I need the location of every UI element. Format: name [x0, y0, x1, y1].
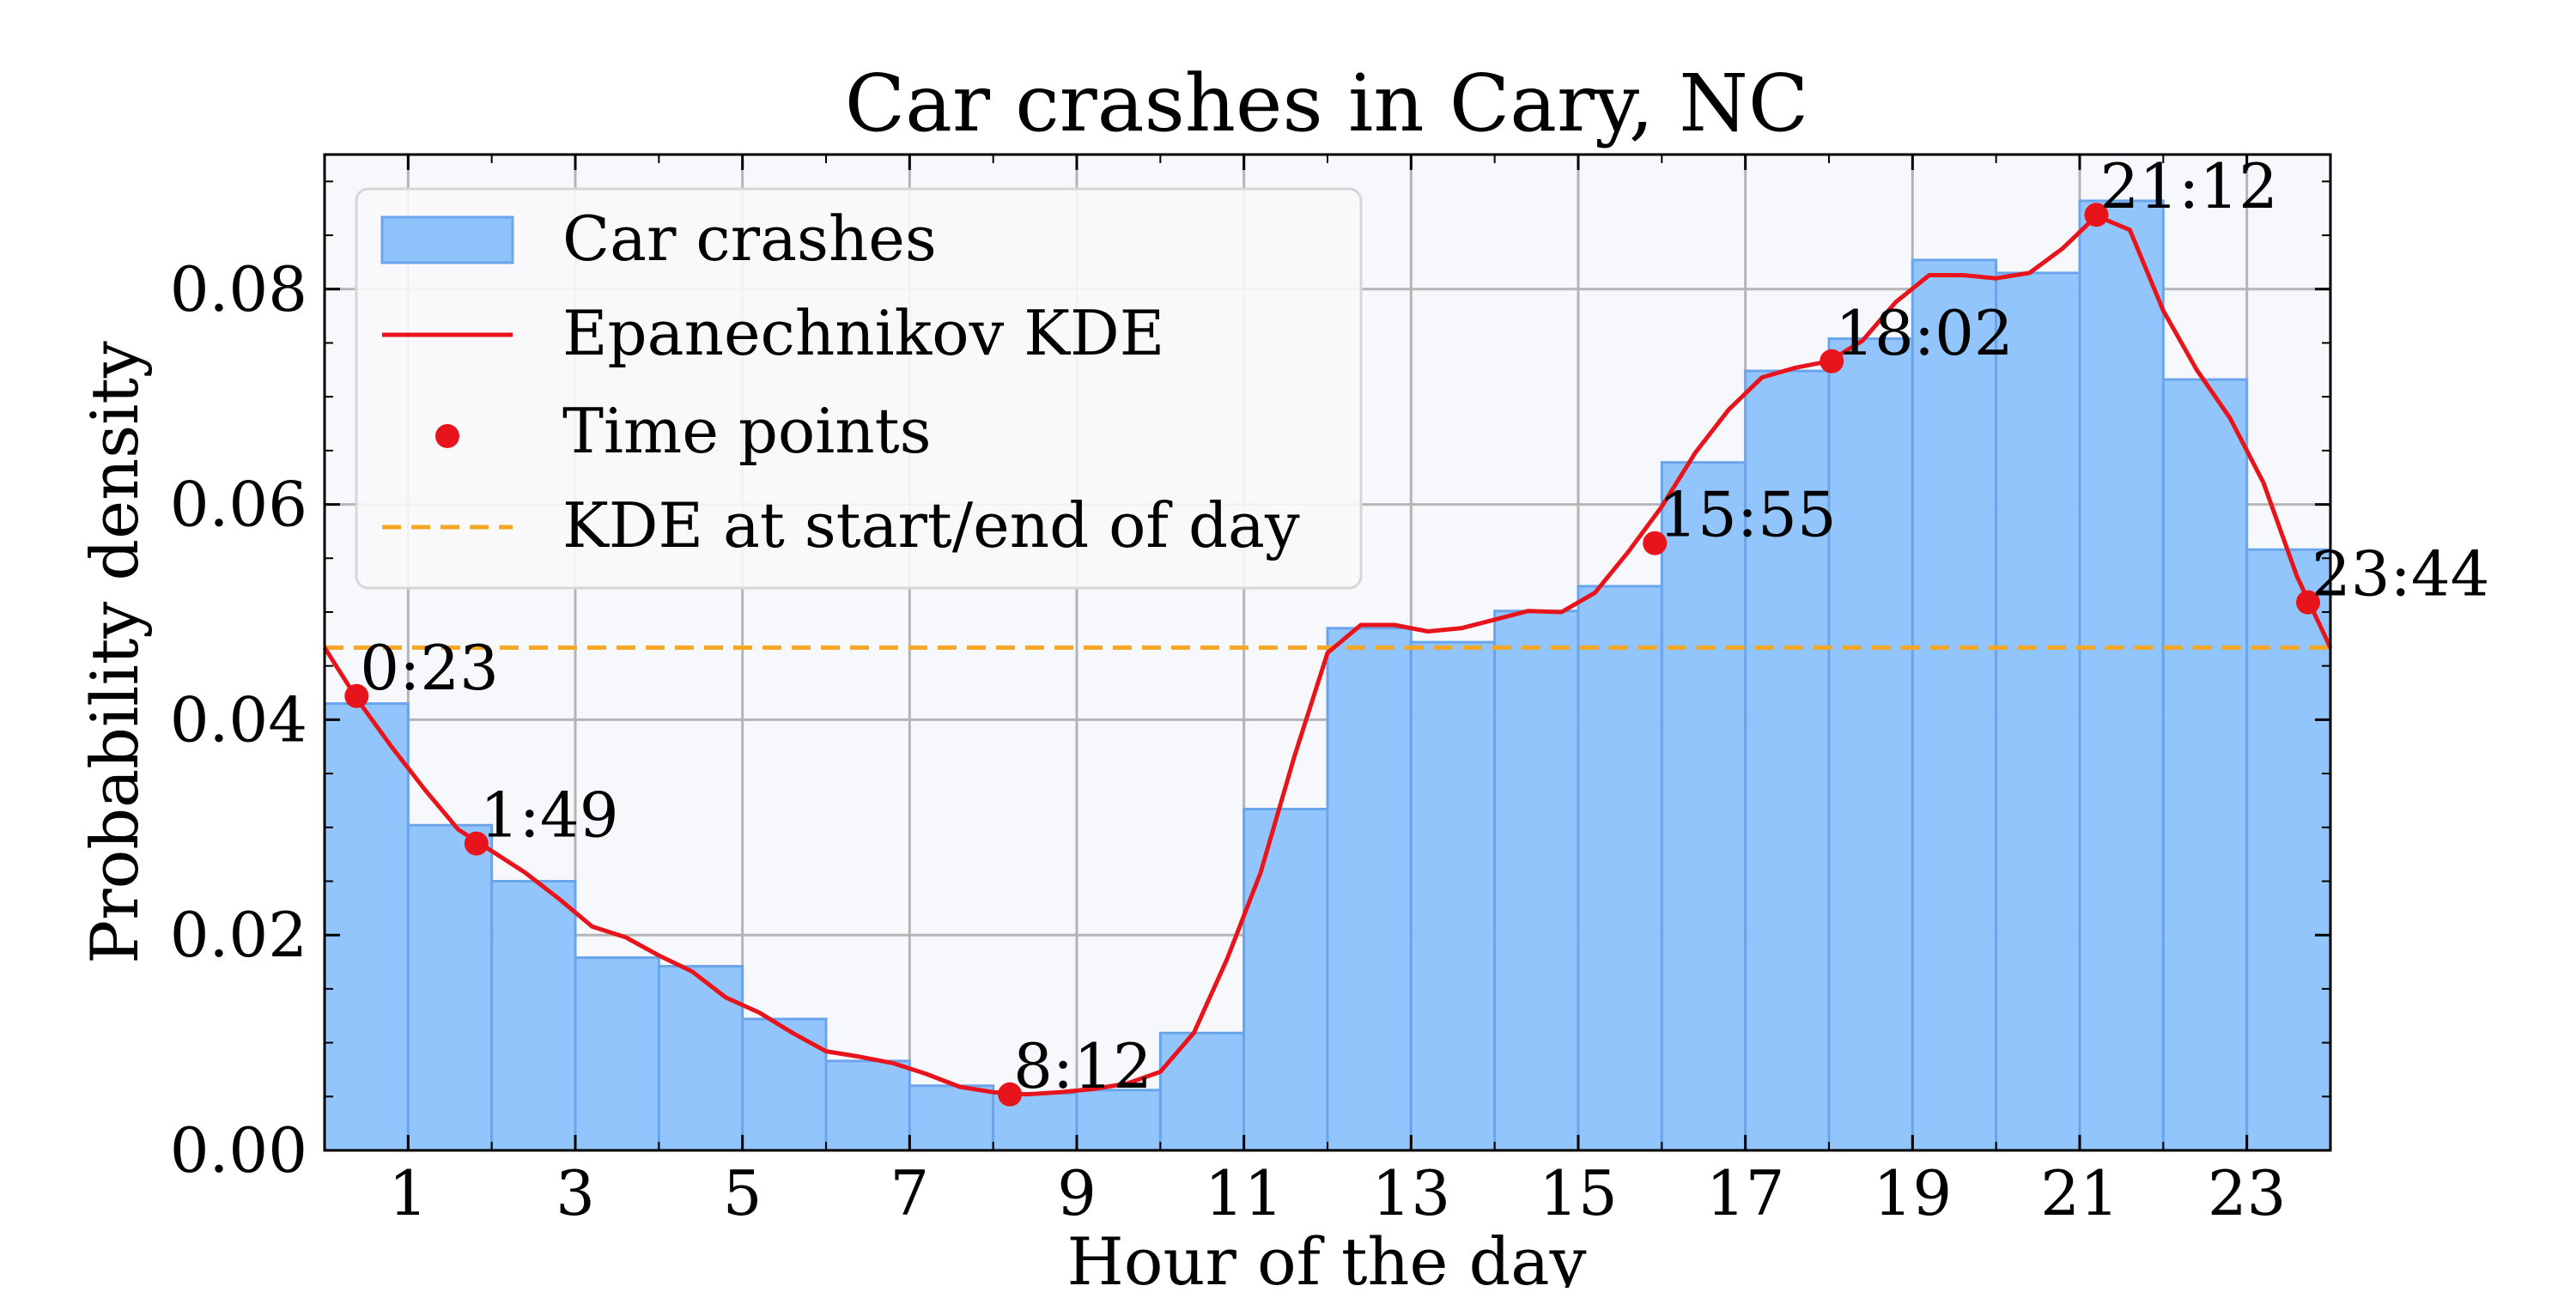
- histogram-bar: [1911, 258, 1998, 1152]
- x-tick-label: 9: [1057, 1157, 1097, 1229]
- histogram-bar: [1827, 337, 1914, 1152]
- legend-label-kde: Epanechnikov KDE: [562, 297, 1164, 369]
- time-point-label: 0:23: [360, 632, 499, 704]
- legend-bar-swatch: [380, 215, 514, 264]
- histogram-bar: [1326, 627, 1413, 1152]
- x-tick-label: 15: [1539, 1157, 1618, 1229]
- histogram-bar: [2161, 378, 2249, 1152]
- x-tick-label: 5: [723, 1157, 762, 1229]
- y-tick-label: 0.06: [170, 469, 307, 541]
- time-points: 0:23 1:49 8:12 15:55 18:02 21:12 23:44: [344, 150, 2490, 1107]
- time-point: [1643, 531, 1668, 555]
- kde-layer: [322, 214, 2333, 1097]
- histogram-bar: [1577, 585, 1663, 1152]
- x-tick-label: 11: [1205, 1157, 1284, 1229]
- legend-label-kde-start-end: KDE at start/end of day: [562, 489, 1300, 561]
- axes: [323, 153, 2332, 1152]
- histogram-bar: [908, 1084, 995, 1152]
- histogram-bar: [824, 1059, 911, 1152]
- histogram-bar: [1409, 640, 1497, 1152]
- legend-label-car-crashes: Car crashes: [562, 203, 937, 275]
- x-tick-label: 13: [1372, 1157, 1451, 1229]
- kde-curve: [322, 214, 2333, 1097]
- histogram-bar: [1158, 1031, 1246, 1152]
- histogram-bar: [2078, 199, 2165, 1152]
- y-tick-label: 0.02: [170, 899, 307, 971]
- time-point: [1820, 349, 1844, 373]
- histogram-bar: [1995, 271, 2081, 1152]
- x-tick-label: 19: [1874, 1157, 1953, 1229]
- legend-frame: [355, 187, 1363, 590]
- histogram-bar: [1493, 610, 1580, 1152]
- histogram-bar: [657, 965, 744, 1152]
- time-point-label: 21:12: [2099, 150, 2278, 222]
- time-point-label: 18:02: [1835, 297, 2014, 369]
- legend-label-time-points: Time points: [562, 395, 932, 467]
- histogram-bar: [406, 823, 494, 1152]
- time-point-label: 1:49: [480, 779, 619, 852]
- histogram-bar: [1744, 369, 1831, 1152]
- histogram-bar: [2245, 548, 2332, 1152]
- time-point: [344, 683, 369, 708]
- y-tick-label: 0.04: [170, 683, 307, 755]
- histogram-bar: [1242, 807, 1329, 1152]
- x-tick-label: 23: [2208, 1157, 2287, 1229]
- time-point: [2084, 203, 2109, 227]
- x-tick-label: 3: [556, 1157, 595, 1229]
- y-tick-label: 0.00: [170, 1114, 307, 1186]
- time-point: [998, 1082, 1023, 1107]
- time-point-label: 23:44: [2312, 538, 2490, 610]
- histogram-bar: [1660, 461, 1747, 1152]
- time-point: [464, 831, 489, 856]
- tick-labels: 1 3 5 7 9 11 13 15 17 19 21 230.000.020.040.060.08: [170, 253, 2287, 1229]
- x-tick-label: 21: [2040, 1157, 2119, 1229]
- histogram-bar: [741, 1017, 828, 1152]
- y-axis-title: Probability density: [76, 341, 153, 964]
- histogram-bar: [574, 956, 660, 1152]
- x-tick-label: 7: [890, 1157, 929, 1229]
- y-tick-label: 0.08: [170, 253, 307, 325]
- x-tick-label: 1: [388, 1157, 428, 1229]
- chart-title: Car crashes in Cary, NC: [845, 58, 1808, 149]
- time-point-label: 8:12: [1013, 1030, 1152, 1102]
- histogram-bar: [323, 702, 410, 1152]
- time-point-label: 15:55: [1658, 479, 1837, 551]
- legend-point-swatch: [435, 424, 459, 448]
- x-tick-label: 17: [1706, 1157, 1785, 1229]
- time-point: [2296, 590, 2321, 615]
- x-axis-title: Hour of the day: [1066, 1223, 1586, 1288]
- histogram-bar: [490, 879, 577, 1152]
- legend: Car crashes Epanechnikov KDE Time points…: [355, 187, 1363, 590]
